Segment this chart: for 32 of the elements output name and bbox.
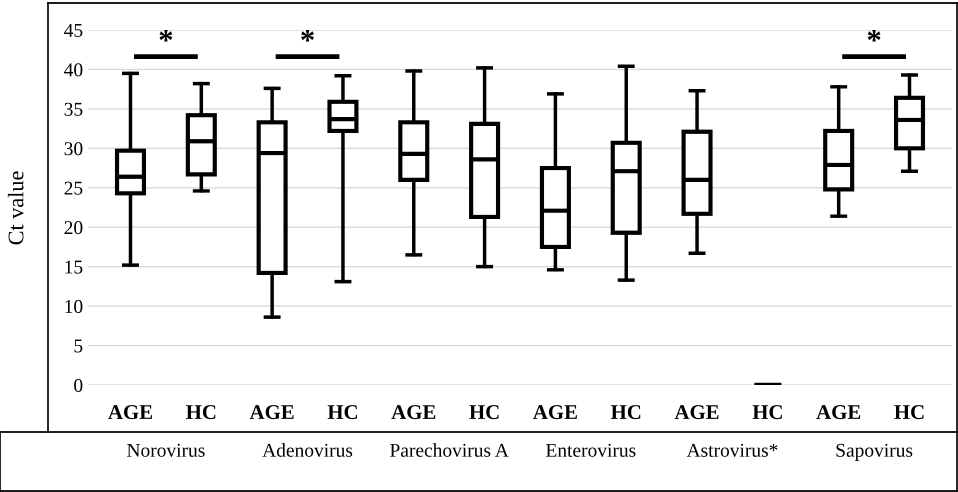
- y-tick-label: 35: [64, 102, 82, 116]
- y-tick-label: 5: [74, 340, 82, 352]
- y-tick-label: 30: [64, 142, 82, 156]
- x-tick-label: HC: [186, 405, 216, 420]
- text: Enterovirus: [546, 444, 636, 457]
- text: Parechovirus A: [390, 443, 509, 457]
- text: Sapovirus: [836, 444, 912, 461]
- x-tick-label: AGE: [533, 405, 577, 420]
- x-tick-label: HC: [328, 405, 357, 420]
- y-tick-label: 20: [64, 221, 82, 234]
- x-tick-label: HC: [894, 405, 924, 420]
- annotation: *: [868, 30, 880, 42]
- y-tick-label: 10: [65, 300, 82, 314]
- y-tick-label: 45: [64, 24, 82, 37]
- x-tick-label: AGE: [816, 405, 860, 420]
- y-tick-label: 0: [74, 378, 82, 392]
- x-tick-label: HC: [469, 405, 499, 420]
- x-tick-label: AGE: [250, 405, 294, 420]
- y-tick-label: 25: [64, 182, 82, 195]
- y-tick-label: 40: [64, 63, 82, 76]
- annotation: *: [160, 30, 172, 42]
- annotation: *: [301, 30, 314, 42]
- y-tick-label: 15: [65, 260, 82, 274]
- x-tick-label: HC: [752, 405, 782, 420]
- text: Astrovirus*: [686, 444, 778, 457]
- y-axis-title: Ct value: [8, 171, 24, 244]
- x-tick-label: AGE: [391, 405, 436, 420]
- x-tick-label: AGE: [108, 405, 152, 420]
- x-tick-label: AGE: [674, 405, 719, 420]
- text: Adenovirus: [262, 443, 352, 457]
- x-tick-label: HC: [610, 405, 640, 420]
- text: Norovirus: [127, 444, 205, 457]
